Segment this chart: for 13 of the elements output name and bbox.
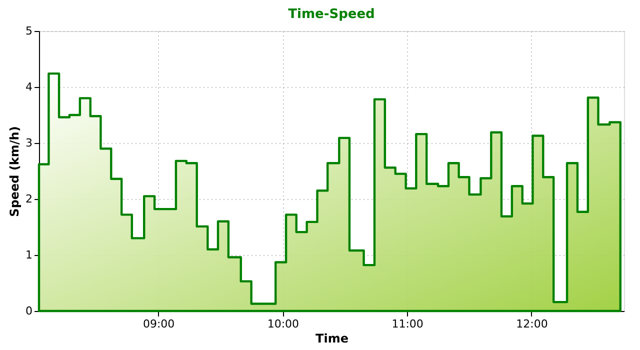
x-tick-label: 11:00 (392, 318, 424, 330)
x-tick-label: 12:00 (516, 318, 548, 330)
y-tick-label: 0 (26, 304, 32, 318)
y-tick-label: 4 (26, 80, 32, 94)
y-tick-label: 2 (26, 192, 32, 206)
y-axis-title: Speed (km/h) (8, 126, 22, 217)
y-tick-label: 1 (26, 248, 32, 262)
x-axis-title: Time (316, 332, 348, 346)
x-tick-label: 09:00 (142, 318, 175, 330)
x-tick-label: 10:00 (267, 318, 300, 330)
chart-title: Time-Speed (288, 7, 375, 22)
y-tick-label: 5 (26, 24, 32, 38)
y-tick-label: 3 (26, 136, 32, 150)
